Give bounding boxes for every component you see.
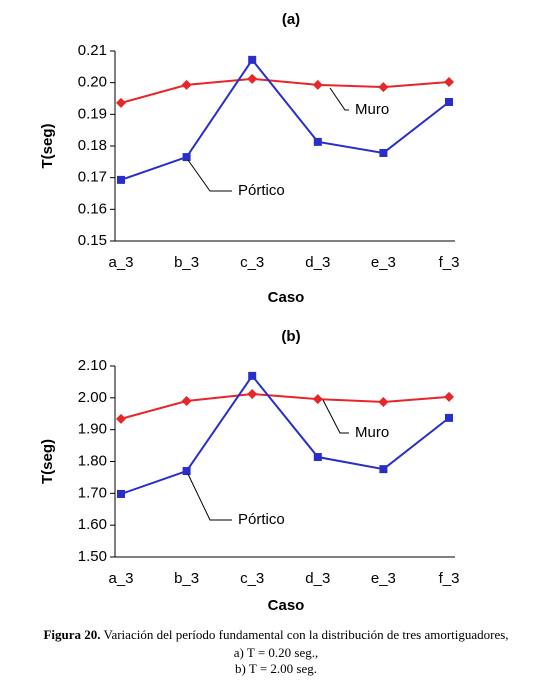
y-tick-label: 0.21	[78, 42, 107, 59]
caption-label: Figura 20.	[43, 627, 100, 642]
marker	[378, 82, 389, 93]
marker	[117, 489, 125, 498]
legend-label: Pórtico	[238, 182, 285, 199]
legend-label: Pórtico	[238, 511, 285, 528]
marker	[181, 79, 192, 90]
chart-title: (a)	[282, 11, 300, 28]
chart-title: (b)	[281, 328, 300, 345]
marker	[247, 73, 258, 84]
marker	[182, 153, 191, 162]
marker	[445, 413, 453, 422]
x-tick-label: c_3	[240, 570, 264, 587]
series-line	[120, 393, 450, 420]
y-tick-label: 1.90	[78, 421, 107, 438]
marker	[379, 465, 388, 474]
x-tick-label: e_3	[371, 570, 396, 587]
marker	[248, 55, 257, 64]
marker	[247, 389, 258, 400]
marker	[182, 467, 191, 476]
marker	[313, 137, 322, 146]
marker	[181, 396, 192, 407]
series-line	[120, 77, 450, 104]
x-tick-label: a_3	[108, 570, 133, 587]
y-tick-label: 0.19	[78, 105, 107, 122]
y-tick-label: 2.10	[78, 357, 107, 374]
x-tick-label: a_3	[108, 254, 133, 271]
legend-label: Muro	[355, 101, 389, 118]
series-line	[120, 374, 450, 495]
y-tick-label: 0.16	[78, 200, 107, 217]
marker	[378, 396, 389, 407]
marker	[379, 148, 388, 157]
marker	[444, 391, 454, 402]
caption-line: a) T = 0.20 seg.,	[234, 645, 318, 660]
x-tick-label: f_3	[439, 254, 460, 271]
annotation-leader	[322, 399, 349, 434]
annotation-leader	[187, 473, 232, 521]
x-tick-label: c_3	[240, 254, 264, 271]
x-tick-label: d_3	[305, 254, 330, 271]
x-tick-label: b_3	[174, 570, 199, 587]
marker	[313, 453, 322, 462]
x-tick-label: b_3	[174, 254, 199, 271]
x-axis-label: Caso	[268, 289, 305, 306]
x-axis-label: Caso	[268, 597, 305, 614]
marker	[116, 97, 126, 108]
annotation-leader	[329, 87, 349, 111]
x-tick-label: f_3	[439, 570, 460, 587]
y-axis-label: T(seg)	[39, 123, 56, 168]
marker	[248, 371, 257, 380]
caption-line: b) T = 2.00 seg.	[235, 661, 317, 676]
marker	[444, 77, 454, 88]
marker	[312, 394, 323, 405]
x-tick-label: e_3	[371, 254, 396, 271]
y-tick-label: 1.70	[78, 484, 107, 501]
annotation-leader	[187, 159, 232, 192]
y-tick-label: 0.20	[78, 74, 107, 91]
y-tick-label: 1.60	[78, 516, 107, 533]
y-tick-label: 0.15	[78, 232, 107, 249]
marker	[117, 175, 125, 184]
series-line	[120, 58, 450, 181]
marker	[312, 79, 323, 90]
y-tick-label: 0.17	[78, 169, 107, 186]
y-axis-label: T(seg)	[39, 439, 56, 484]
y-tick-label: 2.00	[78, 389, 107, 406]
marker	[116, 413, 126, 424]
y-tick-label: 1.80	[78, 452, 107, 469]
x-tick-label: d_3	[305, 570, 330, 587]
legend-label: Muro	[355, 424, 389, 441]
marker	[445, 97, 453, 106]
y-tick-label: 0.18	[78, 137, 107, 154]
y-tick-label: 1.50	[78, 548, 107, 565]
caption: Figura 20. Variación del período fundame…	[43, 627, 508, 642]
caption-text: Variación del período fundamental con la…	[104, 627, 509, 642]
